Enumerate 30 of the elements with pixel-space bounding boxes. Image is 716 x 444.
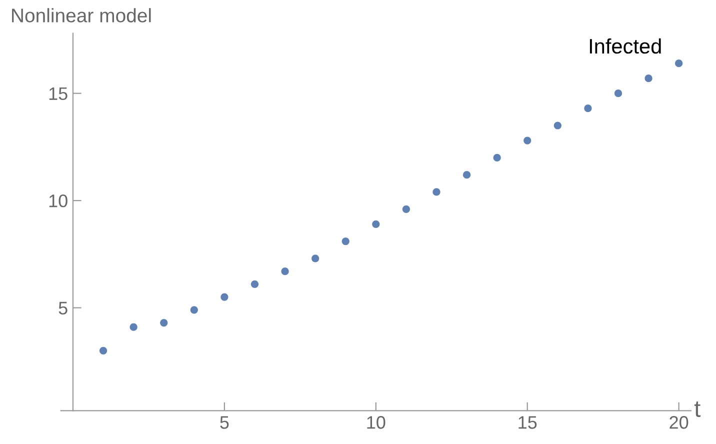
x-tick-label: 15	[518, 416, 537, 429]
point	[493, 154, 501, 162]
y-tick-label: 5	[58, 302, 68, 314]
point	[130, 323, 138, 331]
point	[312, 254, 320, 262]
y-tick-label: 10	[49, 194, 68, 208]
point	[250, 280, 259, 288]
point	[524, 136, 532, 144]
chart-title: Nonlinear model	[12, 8, 151, 22]
x-axis-title: t	[694, 402, 700, 417]
series-label: Infected	[590, 38, 661, 54]
point	[675, 60, 683, 68]
point	[584, 104, 592, 112]
point	[281, 268, 289, 276]
y-tick-label: 15	[49, 87, 68, 100]
point	[99, 346, 108, 354]
point	[342, 237, 350, 246]
point	[190, 306, 198, 314]
point	[432, 188, 440, 196]
point	[220, 293, 228, 301]
x-tick-label: 10	[367, 416, 386, 429]
point	[160, 318, 168, 327]
point	[614, 90, 622, 98]
point	[402, 205, 410, 213]
point	[554, 122, 562, 130]
point	[644, 74, 652, 82]
point	[462, 171, 471, 179]
x-tick-label: 20	[670, 416, 688, 429]
point	[372, 220, 380, 228]
x-tick-label: 5	[220, 416, 229, 429]
